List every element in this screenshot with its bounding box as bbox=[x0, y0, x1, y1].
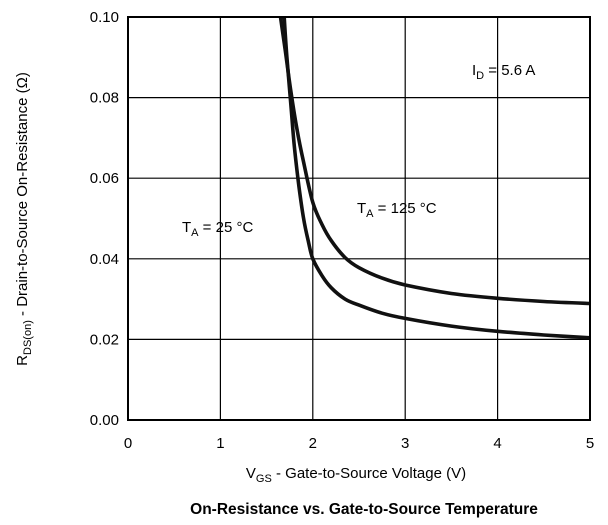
y-axis-label-sub: DS(on) bbox=[22, 320, 34, 355]
annotation-ta-125-main: T bbox=[357, 200, 366, 217]
y-tick-label-1: 0.02 bbox=[90, 331, 119, 348]
x-tick-label-0: 0 bbox=[124, 435, 132, 452]
annotation-ta-125-rest: = 125 °C bbox=[374, 200, 437, 217]
y-tick-label-5: 0.10 bbox=[90, 9, 119, 26]
x-tick-labels: 0 1 2 3 4 5 bbox=[124, 435, 594, 452]
y-tick-label-4: 0.08 bbox=[90, 90, 119, 107]
y-axis-label-main: R bbox=[14, 355, 31, 366]
x-axis-label-rest: - Gate-to-Source Voltage (V) bbox=[272, 465, 466, 482]
y-tick-label-3: 0.06 bbox=[90, 170, 119, 187]
annotation-ta-125-sub: A bbox=[366, 208, 374, 220]
annotation-ta-25-main: T bbox=[182, 219, 191, 236]
plot-frame bbox=[127, 16, 591, 421]
x-tick-label-4: 4 bbox=[493, 435, 501, 452]
annotation-drain-current: ID = 5.6 A bbox=[472, 62, 535, 82]
y-tick-label-0: 0.00 bbox=[90, 412, 119, 429]
curves bbox=[278, 16, 591, 340]
y-tick-label-2: 0.04 bbox=[90, 251, 119, 268]
annotation-drain-current-rest: = 5.6 A bbox=[484, 62, 535, 79]
chart-title: On-Resistance vs. Gate-to-Source Tempera… bbox=[190, 501, 538, 518]
y-axis-label: RDS(on) - Drain-to-Source On-Resistance … bbox=[14, 72, 34, 366]
annotation-ta-25-rest: = 25 °C bbox=[199, 219, 254, 236]
y-axis-label-rest: - Drain-to-Source On-Resistance (Ω) bbox=[14, 72, 31, 320]
series-line-0 bbox=[282, 16, 591, 340]
annotation-ta-25-sub: A bbox=[191, 227, 199, 239]
x-axis-label: VGS - Gate-to-Source Voltage (V) bbox=[246, 465, 466, 485]
y-tick-labels: 0.00 0.02 0.04 0.06 0.08 0.10 bbox=[90, 9, 119, 429]
x-axis-label-main: V bbox=[246, 465, 256, 482]
annotation-ta-125: TA = 125 °C bbox=[357, 200, 437, 220]
annotation-ta-25: TA = 25 °C bbox=[182, 219, 253, 239]
x-tick-label-3: 3 bbox=[401, 435, 409, 452]
annotation-drain-current-sub: D bbox=[476, 70, 484, 82]
series-line-1 bbox=[278, 16, 591, 306]
x-tick-label-5: 5 bbox=[586, 435, 594, 452]
x-tick-label-1: 1 bbox=[216, 435, 224, 452]
x-axis-label-sub: GS bbox=[256, 473, 272, 485]
annotation-drain-current-main: I bbox=[472, 62, 476, 79]
x-tick-label-2: 2 bbox=[309, 435, 317, 452]
grid-lines bbox=[128, 17, 590, 420]
